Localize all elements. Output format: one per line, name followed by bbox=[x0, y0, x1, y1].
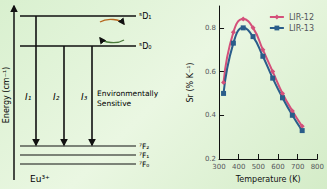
svg-text:0.4: 0.4 bbox=[205, 111, 217, 119]
svg-text:Environmentally: Environmentally bbox=[97, 89, 159, 98]
svg-text:600: 600 bbox=[271, 163, 284, 171]
svg-text:400: 400 bbox=[232, 163, 245, 171]
svg-text:LIR-12: LIR-12 bbox=[289, 13, 314, 22]
svg-text:I₃: I₃ bbox=[81, 92, 88, 102]
svg-text:300: 300 bbox=[212, 163, 225, 171]
svg-text:I₁: I₁ bbox=[25, 92, 32, 102]
svg-text:0.8: 0.8 bbox=[205, 24, 216, 32]
svg-text:Sensitive: Sensitive bbox=[97, 99, 132, 108]
svg-text:700: 700 bbox=[291, 163, 304, 171]
svg-text:⁵D₁: ⁵D₁ bbox=[139, 12, 152, 21]
svg-text:800: 800 bbox=[311, 163, 324, 171]
svg-text:500: 500 bbox=[252, 163, 265, 171]
svg-text:0.2: 0.2 bbox=[204, 155, 216, 163]
svg-text:0.6: 0.6 bbox=[205, 68, 217, 76]
svg-text:LIR-13: LIR-13 bbox=[289, 24, 314, 33]
svg-text:Temperature (K): Temperature (K) bbox=[235, 175, 301, 184]
svg-text:⁷F₀: ⁷F₀ bbox=[139, 160, 149, 169]
svg-text:Energy (cm⁻¹): Energy (cm⁻¹) bbox=[2, 67, 11, 123]
svg-text:⁵D₀: ⁵D₀ bbox=[139, 42, 152, 51]
svg-text:Eu³⁺: Eu³⁺ bbox=[30, 174, 50, 184]
svg-text:⁷F₁: ⁷F₁ bbox=[139, 151, 149, 160]
svg-text:⁷F₂: ⁷F₂ bbox=[139, 142, 149, 151]
svg-text:I₂: I₂ bbox=[53, 92, 60, 102]
svg-text:Sr (% K⁻¹): Sr (% K⁻¹) bbox=[186, 63, 195, 103]
